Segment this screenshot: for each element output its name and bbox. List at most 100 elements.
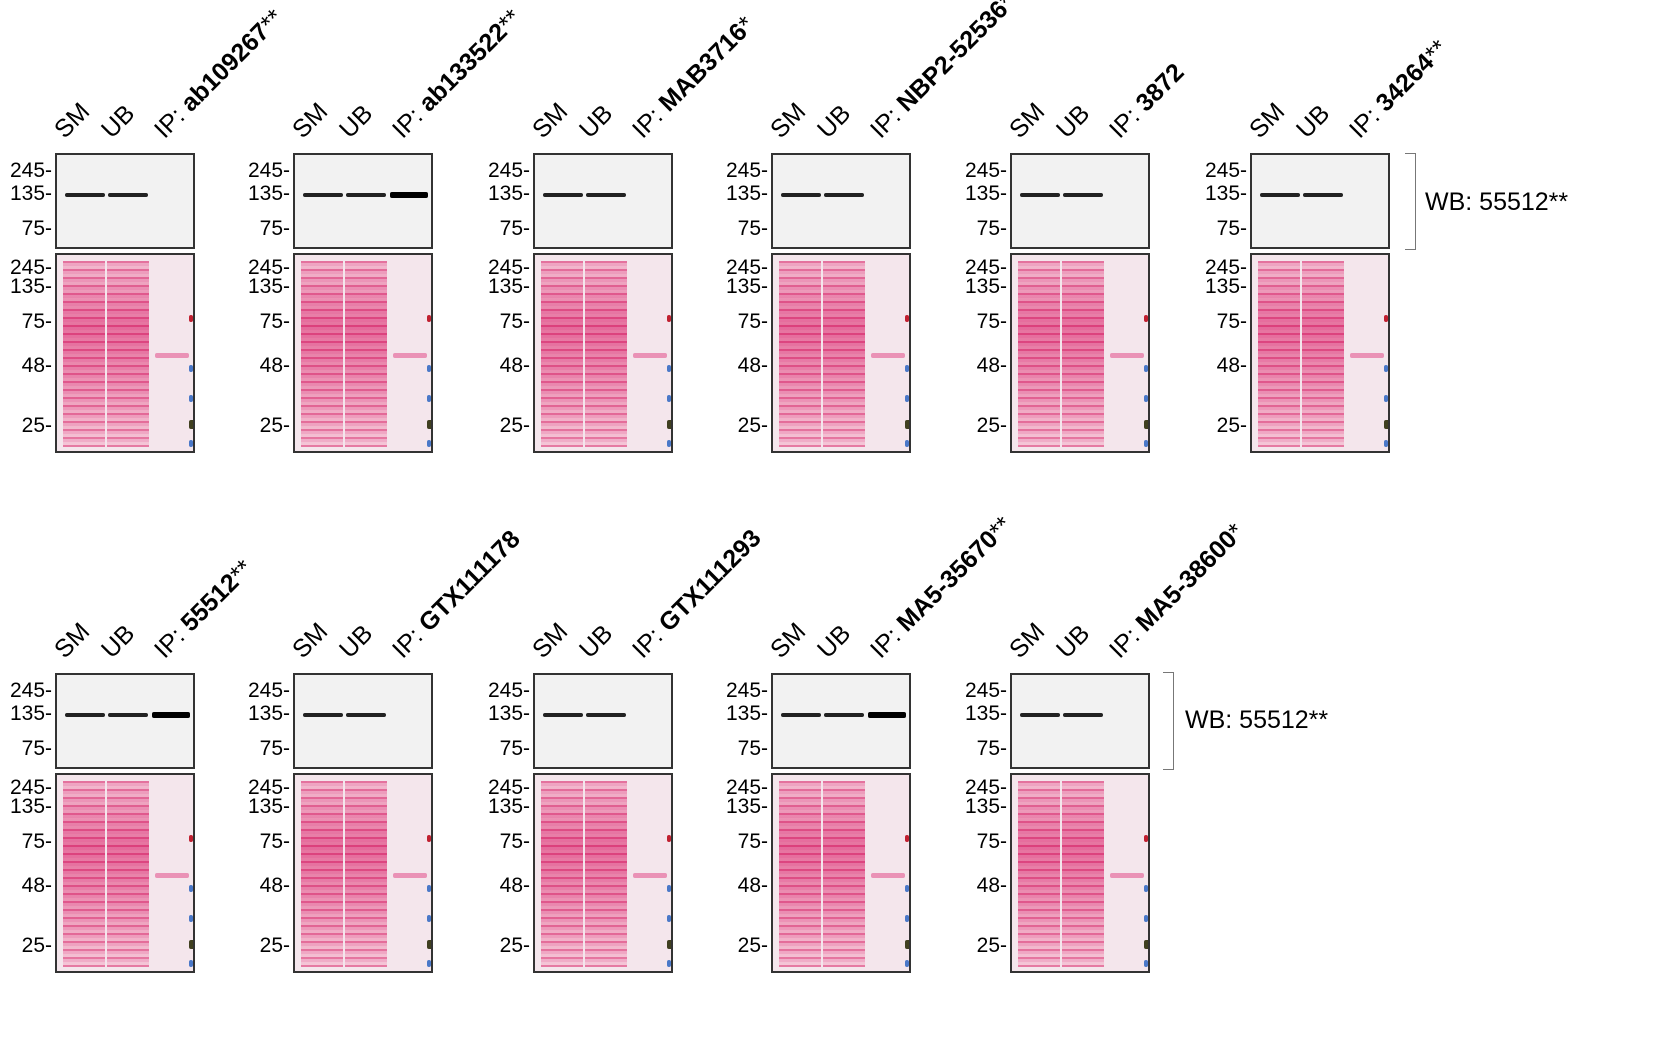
ladder-marker (1144, 440, 1148, 447)
ponceau-stain (533, 253, 673, 453)
mw-marker-wb: 245- (9, 159, 52, 182)
lane-label-ub: UB (811, 619, 857, 664)
mw-marker-wb: 135- (247, 182, 290, 205)
ponceau-lane (345, 781, 387, 967)
lane-label-sm: SM (286, 617, 334, 664)
protein-band (108, 193, 148, 197)
ip-heavy-chain-band (155, 353, 189, 358)
ladder-marker (1144, 315, 1148, 322)
lane-label-sm: SM (764, 617, 812, 664)
mw-marker-wb: 75- (259, 737, 290, 760)
protein-band (1303, 193, 1343, 197)
western-blot (771, 153, 911, 249)
ip-heavy-chain-band (871, 873, 905, 878)
mw-marker-ponceau: 135- (1204, 275, 1247, 298)
ponceau-lane (779, 781, 821, 967)
mw-marker-ponceau: 245- (247, 256, 290, 279)
ladder-marker (189, 940, 193, 949)
western-blot (293, 153, 433, 249)
protein-band (1020, 713, 1060, 717)
ip-heavy-chain-band (1110, 873, 1144, 878)
mw-marker-ponceau: 48- (21, 874, 52, 897)
protein-band (346, 713, 386, 717)
mw-marker-wb: 135- (725, 182, 768, 205)
ladder-marker (905, 835, 909, 842)
ip-antibody-name: MA5-38600 (1130, 525, 1243, 638)
ladder-marker (1384, 315, 1388, 322)
ponceau-stain (533, 773, 673, 973)
mw-marker-ponceau: 135- (964, 275, 1007, 298)
western-blot (1010, 153, 1150, 249)
ponceau-stain (771, 253, 911, 453)
ladder-marker (905, 960, 909, 967)
blot-panel: SM UB IP: ab133522** 245- 135- 75- 245- 135- 75-… (238, 0, 527, 480)
lane-label-ub: UB (1290, 99, 1336, 144)
lane-label-sm: SM (48, 97, 96, 144)
protein-band (65, 713, 105, 717)
mw-marker-ponceau: 245- (9, 256, 52, 279)
ladder-marker (189, 440, 193, 447)
ladder-marker (905, 365, 909, 372)
ladder-marker (189, 420, 193, 429)
protein-band (543, 713, 583, 717)
mw-marker-ponceau: 245- (964, 776, 1007, 799)
ponceau-stain (1010, 253, 1150, 453)
mw-marker-ponceau: 135- (9, 275, 52, 298)
mw-marker-wb: 135- (9, 702, 52, 725)
mw-marker-ponceau: 135- (964, 795, 1007, 818)
ponceau-stain (55, 253, 195, 453)
ladder-marker (667, 420, 671, 429)
mw-marker-ponceau: 75- (499, 830, 530, 853)
mw-marker-ponceau: 48- (259, 354, 290, 377)
mw-marker-wb: 75- (737, 217, 768, 240)
ip-antibody-label: IP: MA5-38600* (1104, 518, 1250, 664)
ponceau-stain (293, 773, 433, 973)
mw-marker-ponceau: 245- (487, 776, 530, 799)
mw-marker-ponceau: 25- (737, 414, 768, 437)
mw-marker-ponceau: 245- (487, 256, 530, 279)
mw-marker-ponceau: 75- (21, 310, 52, 333)
mw-marker-ponceau: 75- (976, 310, 1007, 333)
ladder-marker (667, 940, 671, 949)
ponceau-lane (1018, 781, 1060, 967)
ponceau-lane (301, 261, 343, 447)
blot-panel: SM UB IP: GTX111178 245- 135- 75- 245- 135- 75- 4… (238, 520, 526, 1000)
blot-panel: SM UB IP: ab109267** 245- 135- 75- 245- 135- 75-… (0, 0, 289, 480)
mw-marker-ponceau: 48- (1216, 354, 1247, 377)
ladder-marker (427, 835, 431, 842)
mw-marker-ponceau: 25- (1216, 414, 1247, 437)
ponceau-lane (1062, 261, 1104, 447)
ladder-marker (667, 915, 671, 922)
western-blot (1010, 673, 1150, 769)
protein-band (65, 193, 105, 197)
mw-marker-ponceau: 48- (737, 354, 768, 377)
ladder-marker (427, 395, 431, 402)
mw-marker-ponceau: 48- (976, 354, 1007, 377)
mw-marker-ponceau: 25- (976, 414, 1007, 437)
ladder-marker (905, 395, 909, 402)
mw-marker-wb: 75- (499, 737, 530, 760)
mw-marker-wb: 75- (499, 217, 530, 240)
mw-marker-ponceau: 48- (499, 354, 530, 377)
ip-heavy-chain-band (1110, 353, 1144, 358)
ladder-marker (1384, 420, 1388, 429)
ponceau-lane (1258, 261, 1300, 447)
lane-label-ub: UB (333, 619, 379, 664)
mw-marker-wb: 135- (964, 182, 1007, 205)
ladder-marker (905, 315, 909, 322)
mw-marker-wb: 245- (964, 679, 1007, 702)
protein-band (543, 193, 583, 197)
ponceau-lane (823, 781, 865, 967)
ladder-marker (189, 315, 193, 322)
ladder-marker (905, 440, 909, 447)
mw-marker-ponceau: 245- (1204, 256, 1247, 279)
western-blot (533, 153, 673, 249)
ladder-marker (667, 315, 671, 322)
lane-label-ub: UB (573, 99, 619, 144)
ladder-marker (427, 940, 431, 949)
lane-label-sm: SM (1003, 617, 1051, 664)
ponceau-lane (107, 261, 149, 447)
mw-marker-wb: 135- (725, 702, 768, 725)
mw-marker-wb: 75- (976, 737, 1007, 760)
ladder-marker (427, 960, 431, 967)
